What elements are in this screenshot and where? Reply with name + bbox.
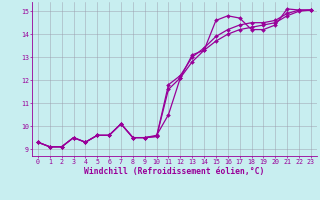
X-axis label: Windchill (Refroidissement éolien,°C): Windchill (Refroidissement éolien,°C) bbox=[84, 167, 265, 176]
